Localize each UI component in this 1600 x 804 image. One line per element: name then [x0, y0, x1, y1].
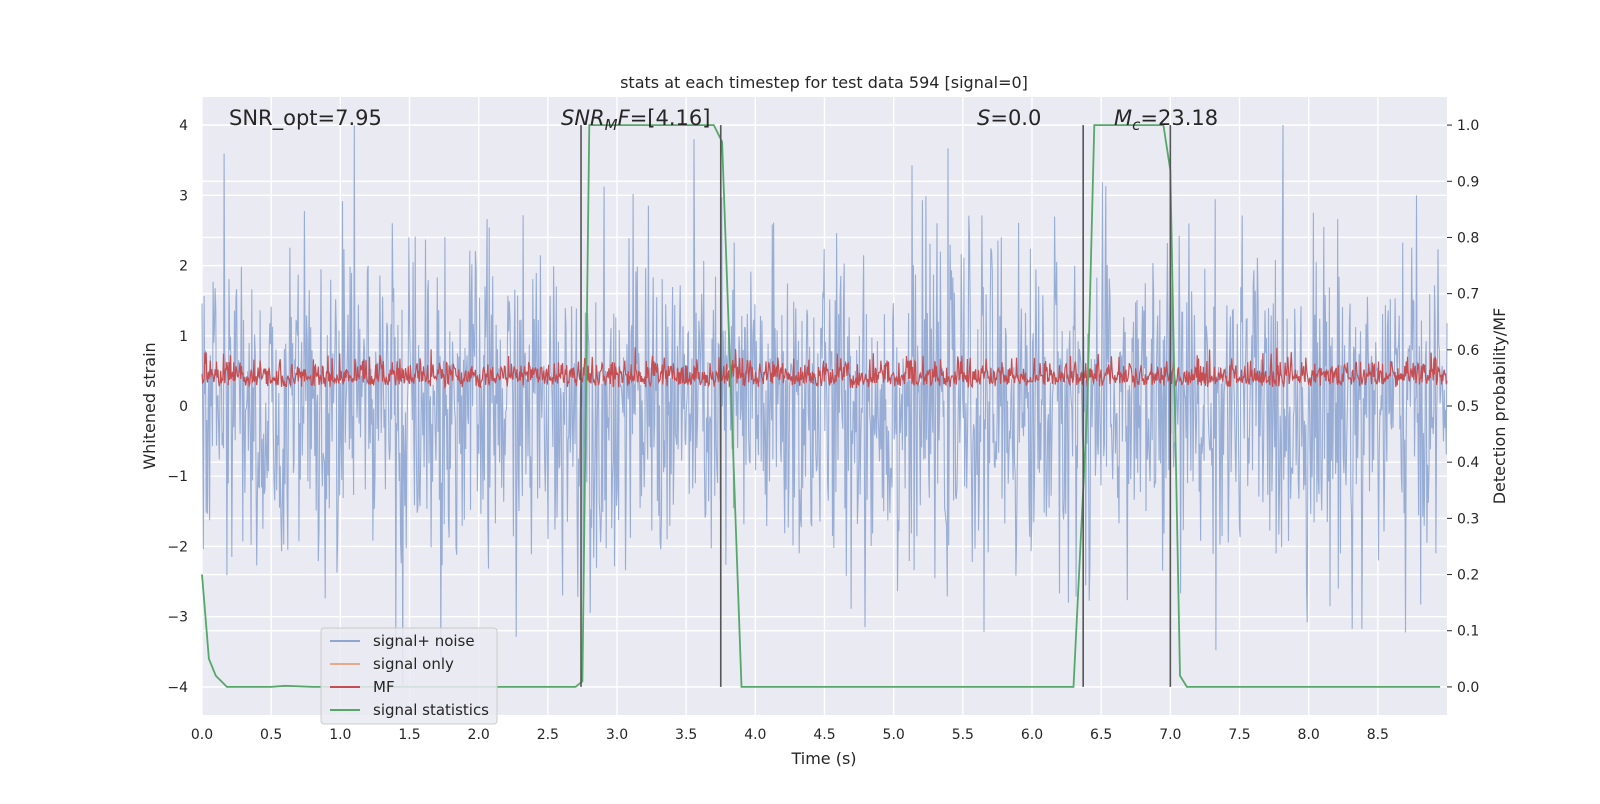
y-tick-label: −1	[167, 469, 188, 485]
x-tick-label: 7.0	[1159, 727, 1181, 743]
y2-axis-label: Detection probability/MF	[1490, 308, 1509, 505]
x-tick-label: 7.5	[1228, 727, 1250, 743]
axes-layer: 0.0 0.5 1.0 1.5 2.0 2.5 3.0 3.5 4.0 4.5 5.0 5.5 6.0 6…	[167, 118, 1479, 743]
y2-tick-label: 0.0	[1457, 680, 1479, 696]
y-tick-label: 3	[179, 188, 188, 204]
y-tick-label: −2	[167, 539, 188, 555]
y-tick-label: −4	[167, 680, 188, 696]
y2-tick-label: 0.4	[1457, 455, 1479, 471]
y-tick-label: 0	[179, 399, 188, 415]
annotation-mc: Mc=23.18	[1114, 106, 1218, 134]
x-tick-label: 2.0	[468, 727, 490, 743]
legend-box	[320, 627, 498, 725]
y-tick-label: −3	[167, 610, 188, 626]
x-tick-label: 5.5	[952, 727, 974, 743]
x-tick-label: 6.5	[1090, 727, 1112, 743]
x-tick-label: 5.0	[883, 727, 905, 743]
x-tick-label: 8.5	[1367, 727, 1389, 743]
x-tick-label: 3.0	[606, 727, 628, 743]
y-tick-label: 2	[179, 259, 188, 275]
x-tick-label: 2.5	[537, 727, 559, 743]
series-signal-statistics-line	[201, 124, 1441, 688]
y2-tick-label: 0.8	[1457, 230, 1479, 246]
annotations: SNR_opt=7.95 SNRMF=[4.16] S=0.0 Mc=23.18	[229, 106, 1218, 134]
legend-label: signal only	[373, 655, 454, 673]
series-layer	[201, 124, 1448, 688]
y-tick-label: 4	[179, 118, 188, 134]
y2-tick-label: 0.5	[1457, 399, 1479, 415]
y2-tick-label: 0.9	[1457, 174, 1479, 190]
series-signal-noise	[201, 125, 1448, 687]
x-tick-label: 6.0	[1021, 727, 1043, 743]
x-tick-label: 0.5	[260, 727, 282, 743]
x-tick-label: 8.0	[1298, 727, 1320, 743]
legend-label: signal+ noise	[373, 632, 475, 650]
y2-tick-label: 0.3	[1457, 511, 1479, 527]
y-axis-label: Whitened strain	[140, 342, 159, 469]
annotation-snr-opt: SNR_opt=7.95	[229, 106, 382, 131]
y-tick-label: 1	[179, 329, 188, 345]
y2-tick-label: 0.1	[1457, 624, 1479, 640]
y2-tick-label: 0.6	[1457, 343, 1479, 359]
annotation-s: S=0.0	[977, 106, 1041, 130]
legend-label: MF	[373, 678, 395, 696]
x-tick-label: 3.5	[675, 727, 697, 743]
chart-title: stats at each timestep for test data 594…	[620, 73, 1028, 92]
legend: signal+ noise signal only MF signal statist…	[320, 627, 498, 725]
y2-tick-label: 1.0	[1457, 118, 1479, 134]
x-axis-label: Time (s)	[790, 749, 856, 768]
x-tick-label: 4.0	[744, 727, 766, 743]
series-mf	[201, 347, 1448, 390]
x-tick-label: 0.0	[191, 727, 213, 743]
y2-tick-label: 0.7	[1457, 287, 1479, 303]
x-tick-label: 4.5	[813, 727, 835, 743]
vline-layer	[580, 125, 1172, 687]
annotation-snr-mf: SNRMF=[4.16]	[561, 106, 710, 134]
y2-tick-label: 0.2	[1457, 568, 1479, 584]
x-tick-label: 1.0	[329, 727, 351, 743]
x-tick-label: 1.5	[398, 727, 420, 743]
legend-label: signal statistics	[373, 701, 489, 719]
